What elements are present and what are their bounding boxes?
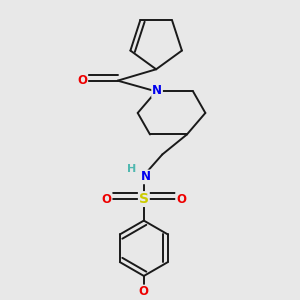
Text: N: N — [152, 84, 162, 97]
Text: O: O — [176, 193, 186, 206]
Text: H: H — [127, 164, 136, 174]
Text: N: N — [141, 170, 151, 183]
Text: O: O — [102, 193, 112, 206]
Text: O: O — [77, 74, 87, 87]
Text: S: S — [139, 192, 149, 206]
Text: O: O — [139, 285, 149, 298]
